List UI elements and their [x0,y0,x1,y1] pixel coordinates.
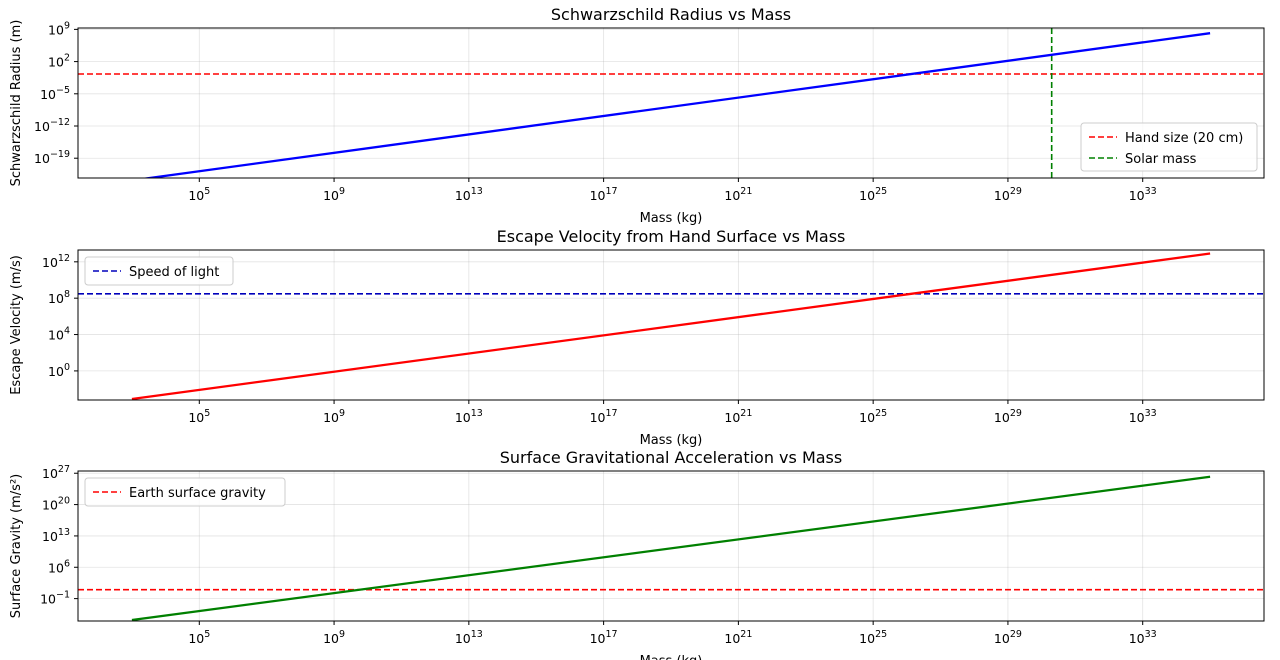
x-tick-label: 1021 [724,186,752,203]
series-line-1 [131,252,1211,400]
x-tick-label: 1017 [590,186,618,203]
x-tick-label: 109 [323,186,345,203]
y-axis-label: Schwarzschild Radius (m) [9,20,24,187]
x-tick-label: 1013 [455,408,483,425]
x-tick-label: 1013 [455,629,483,646]
legend: Speed of light [84,256,234,286]
legend: Earth surface gravity [84,477,286,507]
x-tick-label: 1033 [1129,186,1157,203]
x-tick-label: 109 [323,408,345,425]
chart-title: Escape Velocity from Hand Surface vs Mas… [497,227,846,246]
x-tick-label: 1033 [1129,629,1157,646]
y-tick-label: 109 [48,20,70,37]
x-tick-label: 1033 [1129,408,1157,425]
y-tick-label: 104 [48,326,70,343]
y-tick-label: 1027 [42,464,70,481]
chart-title: Surface Gravitational Acceleration vs Ma… [500,448,842,467]
series-line-1 [131,475,1211,621]
y-tick-label: 10−5 [40,85,70,102]
y-tick-label: 1012 [42,253,70,270]
subplot-1: 105 109 1013 1017 1021 1025 1029 1033 10−19 10−12… [9,5,1265,226]
x-tick-label: 1029 [994,186,1022,203]
legend-label: Speed of light [129,265,219,280]
x-tick-label: 1021 [724,408,752,425]
x-tick-label: 105 [188,186,210,203]
x-tick-label: 1021 [724,629,752,646]
subplot-3: 105 109 1013 1017 1021 1025 1029 1033 10−1 106 101… [9,448,1265,660]
grid [78,471,1264,621]
axes-frame [77,249,1265,401]
axes-frame [77,470,1265,622]
y-tick-label: 10−19 [34,149,70,166]
x-tick-label: 1029 [994,629,1022,646]
y-axis-label: Surface Gravity (m/s²) [9,474,24,618]
x-tick-label: 1025 [859,629,887,646]
subplot-2: 105 109 1013 1017 1021 1025 1029 1033 100 104 108 1… [9,227,1265,448]
x-axis-label: Mass (kg) [640,433,703,448]
x-tick-label: 105 [188,408,210,425]
x-tick-label: 109 [323,629,345,646]
x-tick-label: 1029 [994,408,1022,425]
x-tick-label: 1025 [859,408,887,425]
legend-label: Hand size (20 cm) [1125,131,1243,146]
y-tick-label: 1013 [42,527,70,544]
grid [78,250,1264,400]
legend-label: Solar mass [1125,152,1197,167]
grid [78,28,1264,178]
y-tick-label: 106 [48,558,70,575]
x-tick-label: 1025 [859,186,887,203]
axes-frame [77,27,1265,179]
y-tick-label: 1020 [42,496,70,513]
series-line-1 [141,32,1211,178]
x-tick-label: 1017 [590,408,618,425]
y-tick-label: 10−1 [40,590,70,607]
legend-label: Earth surface gravity [129,486,266,501]
chart-title: Schwarzschild Radius vs Mass [551,5,791,24]
y-tick-label: 102 [48,53,70,70]
y-axis-label: Escape Velocity (m/s) [9,255,24,395]
y-tick-label: 108 [48,289,70,306]
y-tick-label: 100 [48,362,70,379]
x-tick-label: 1017 [590,629,618,646]
x-tick-label: 105 [188,629,210,646]
legend: Hand size (20 cm) Solar mass [1080,122,1258,172]
y-tick-label: 10−12 [34,117,70,134]
x-axis-label: Mass (kg) [640,654,703,660]
x-tick-label: 1013 [455,186,483,203]
x-axis-label: Mass (kg) [640,211,703,226]
